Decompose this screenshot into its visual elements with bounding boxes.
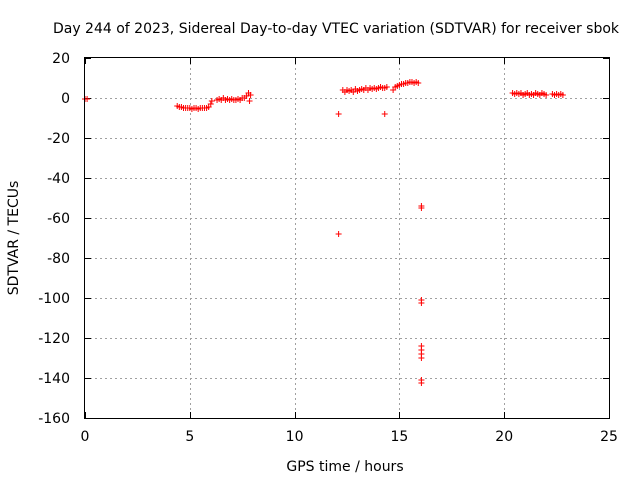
grid-lines [85, 58, 609, 418]
data-point [247, 92, 254, 98]
x-tick-label: 0 [81, 429, 90, 445]
data-points [82, 79, 566, 386]
y-tick-label: -120 [38, 331, 70, 347]
axis-ticks: 0 5 10 15 20 25 20 0 -20 -40 -60 -80 -100 -120 -140 -16… [38, 51, 618, 445]
x-tick-label: 5 [185, 429, 194, 445]
data-point [381, 111, 388, 117]
data-point [246, 98, 253, 104]
x-axis-label: GPS time / hours [286, 459, 403, 475]
y-tick-label: -100 [38, 291, 70, 307]
x-tick-label: 15 [390, 429, 408, 445]
y-tick-label: -160 [38, 411, 70, 427]
y-axis-label: SDTVAR / TECUs [6, 181, 22, 296]
y-tick-label: -40 [47, 171, 70, 187]
y-tick-label: 20 [52, 51, 70, 67]
data-point [335, 111, 342, 117]
data-point [383, 84, 390, 90]
data-point [415, 80, 422, 86]
data-point [418, 380, 425, 386]
data-point [84, 96, 91, 102]
y-tick-label: 0 [61, 91, 70, 107]
x-tick-label: 10 [286, 429, 304, 445]
y-tick-label: -80 [47, 251, 70, 267]
data-point [418, 300, 425, 306]
data-point [543, 92, 550, 98]
x-tick-label: 25 [600, 429, 618, 445]
data-point [335, 231, 342, 237]
y-tick-label: -60 [47, 211, 70, 227]
y-tick-label: -20 [47, 131, 70, 147]
x-tick-label: 20 [495, 429, 513, 445]
data-point [418, 205, 425, 211]
plot-frame [84, 57, 610, 419]
data-point [208, 98, 215, 104]
chart-title: Day 244 of 2023, Sidereal Day-to-day VTE… [53, 21, 620, 37]
data-point [418, 355, 425, 361]
data-point [207, 101, 214, 107]
y-tick-label: -140 [38, 371, 70, 387]
data-point [559, 92, 566, 98]
